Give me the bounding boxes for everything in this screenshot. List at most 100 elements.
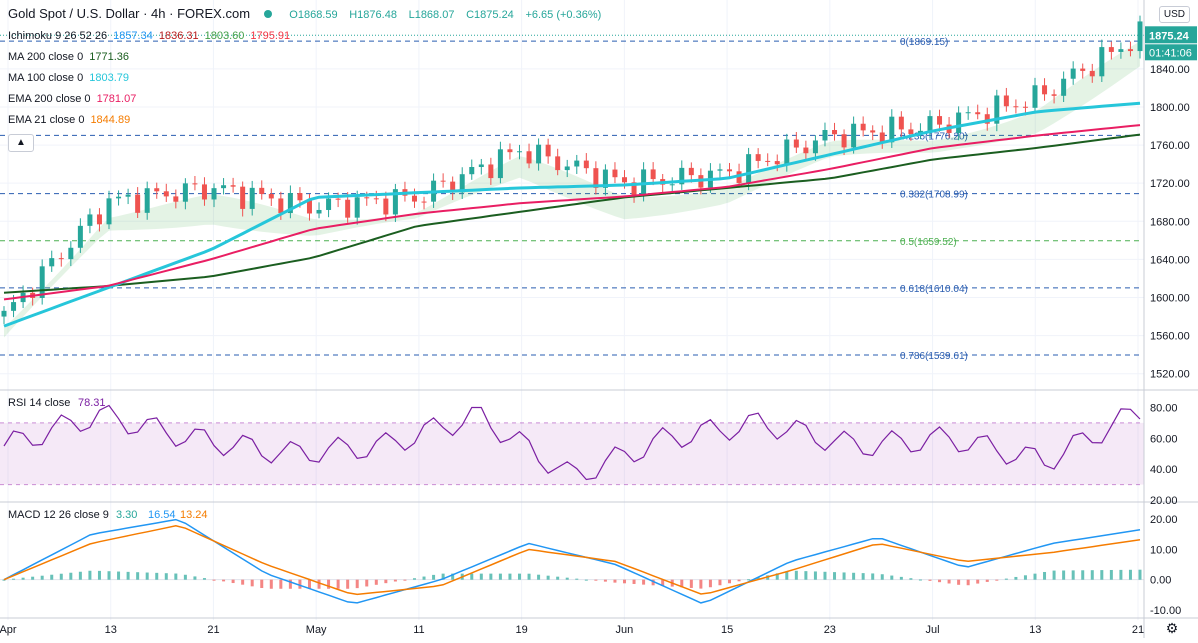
candle-body — [478, 164, 484, 168]
macd-histogram-bar — [412, 578, 416, 580]
indicator-value: 1844.89 — [90, 114, 131, 126]
macd-histogram-bar — [594, 579, 598, 581]
macd-histogram-bar — [613, 579, 617, 583]
time-tick-label: 19 — [516, 624, 528, 636]
candle-body — [1042, 85, 1048, 95]
candle-body — [1051, 94, 1057, 96]
price-pane: 0(1869.15) 0.236(1770.20) 0.382(1708.99) 0.… — [0, 0, 1144, 620]
fib-level-label: 0(1869.15) — [900, 37, 948, 48]
candle-body — [125, 194, 131, 197]
macd-value: 3.30 — [116, 509, 137, 521]
macd-histogram-bar — [718, 579, 722, 586]
candle-body — [192, 183, 198, 185]
fib-level-label: 0.5(1659.52) — [900, 237, 957, 248]
indicator-legend-row[interactable]: Ichimoku 9 26 52 26 1857.34 1836.31 1803.60… — [8, 30, 296, 42]
candle-body — [879, 132, 885, 143]
macd-histogram-bar — [126, 571, 130, 580]
rsi-value: 78.31 — [78, 397, 106, 409]
indicator-legend-row[interactable]: EMA 200 close 0 1781.07 — [8, 93, 142, 105]
macd-histogram-bar — [861, 573, 865, 580]
indicator-legend-row[interactable]: EMA 21 close 0 1844.89 — [8, 114, 136, 126]
macd-histogram-bar — [107, 571, 111, 580]
collapse-legend-button[interactable]: ▲ — [8, 134, 34, 152]
macd-histogram-bar — [1023, 575, 1027, 580]
macd-histogram-bar — [336, 579, 340, 589]
candle-body — [612, 169, 618, 178]
macd-histogram-bar — [603, 579, 607, 582]
fib-level-label: 0.786(1539.61) — [900, 351, 968, 362]
candle-body — [154, 188, 160, 192]
indicator-legend-row[interactable]: MA 100 close 0 1803.79 — [8, 72, 135, 84]
macd-histogram-bar — [756, 577, 760, 580]
candle-body — [345, 199, 351, 218]
candle-body — [116, 196, 122, 199]
macd-histogram-bar — [21, 577, 25, 580]
macd-histogram-bar — [279, 579, 283, 589]
macd-histogram-bar — [307, 579, 311, 589]
candle-body — [373, 198, 379, 200]
macd-tick-label: -10.00 — [1150, 605, 1181, 617]
macd-histogram-bar — [804, 571, 808, 580]
macd-histogram-bar — [117, 571, 121, 580]
macd-histogram-bar — [642, 579, 646, 585]
candle-body — [39, 266, 45, 298]
candle-body — [11, 302, 17, 311]
macd-pane: MACD 12 26 close 9 3.30 16.54 13.24 — [0, 509, 1144, 604]
indicator-label: MA 100 close 0 — [8, 72, 84, 84]
candle-body — [144, 188, 150, 213]
macd-histogram-bar — [355, 579, 359, 589]
indicator-value: 1836.31 — [158, 30, 199, 42]
candle-body — [507, 149, 513, 153]
candle-body — [497, 149, 503, 179]
indicator-legend-row[interactable]: MA 200 close 0 1771.36 — [8, 51, 135, 63]
ohlc-close: C1875.24 — [466, 9, 514, 21]
macd-histogram-bar — [737, 579, 741, 582]
candle-body — [297, 193, 303, 201]
macd-histogram-bar — [327, 579, 331, 589]
price-tick-label: 1520.00 — [1150, 369, 1190, 381]
candle-body — [278, 198, 284, 214]
macd-histogram-bar — [995, 579, 999, 581]
time-tick-label: 21 — [207, 624, 219, 636]
candle-body — [335, 198, 341, 200]
time-tick-label: 23 — [824, 624, 836, 636]
macd-histogram-bar — [59, 573, 63, 580]
candle-body — [1061, 78, 1067, 96]
candle-body — [1108, 47, 1114, 52]
macd-histogram-bar — [747, 579, 751, 581]
candle-body — [163, 191, 169, 197]
macd-histogram-bar — [470, 573, 474, 580]
currency-button[interactable]: USD — [1158, 6, 1190, 23]
macd-histogram-bar — [183, 574, 187, 580]
candle-body — [459, 174, 465, 193]
macd-histogram-bar — [775, 573, 779, 580]
macd-histogram-bar — [689, 579, 693, 588]
candle-body — [679, 167, 685, 185]
macd-histogram-bar — [918, 579, 922, 581]
candle-body — [870, 130, 876, 133]
macd-histogram-bar — [298, 579, 302, 589]
candle-body — [316, 209, 322, 214]
macd-histogram-bar — [1081, 570, 1085, 580]
candle-body — [841, 134, 847, 148]
candle-body — [516, 151, 522, 153]
rsi-line — [3, 404, 1141, 481]
rsi-tick-label: 60.00 — [1150, 433, 1178, 445]
macd-histogram-bar — [623, 579, 627, 584]
macd-histogram-bar — [155, 572, 159, 580]
ohlc-high: H1876.48 — [349, 9, 397, 21]
macd-histogram-bar — [97, 570, 101, 580]
macd-histogram-bar — [441, 573, 445, 580]
macd-histogram-bar — [899, 576, 903, 580]
macd-histogram-bar — [31, 576, 35, 580]
candle-body — [956, 112, 962, 133]
settings-gear-icon[interactable]: ⚙ — [1166, 620, 1179, 636]
indicator-value: 1803.60 — [204, 30, 245, 42]
candle-body — [1099, 47, 1105, 77]
current-price-badge — [1145, 26, 1197, 44]
macd-histogram-bar — [374, 579, 378, 585]
macd-histogram-bar — [479, 573, 483, 580]
symbol-title[interactable]: Gold Spot / U.S. Dollar · 4h · FOREX.com — [8, 6, 251, 21]
